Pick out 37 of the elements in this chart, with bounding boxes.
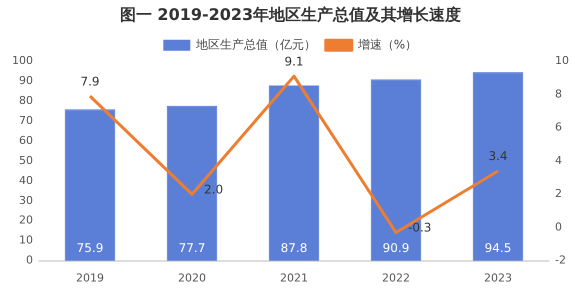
bar xyxy=(268,86,320,261)
y-tick-label: 40 xyxy=(18,174,33,187)
x-tick-label: 2022 xyxy=(382,271,410,284)
y-tick-label: 60 xyxy=(18,134,33,147)
data-label: 75.9 xyxy=(76,240,104,255)
y2-tick-label: 8 xyxy=(555,87,562,100)
data-label: 77.7 xyxy=(178,240,206,255)
y-tick-label: 30 xyxy=(18,194,33,207)
legend-label: 增速（%） xyxy=(356,37,418,52)
y2-tick-label: 10 xyxy=(555,54,570,68)
y-tick-label: 50 xyxy=(18,154,33,167)
chart-title: 图一 2019-2023年地区生产总值及其增长速度 xyxy=(120,4,462,24)
x-tick-label: 2021 xyxy=(280,271,308,284)
x-tick-label: 2019 xyxy=(76,271,104,284)
y-tick-label: 80 xyxy=(18,94,33,107)
y2-tick-label: 6 xyxy=(555,120,562,134)
bar xyxy=(472,72,524,261)
y2-tick-label: -2 xyxy=(555,254,566,267)
y-tick-label: 0 xyxy=(26,254,33,267)
y-tick-label: 100 xyxy=(12,54,33,68)
y-tick-label: 90 xyxy=(18,74,33,88)
y-tick-label: 10 xyxy=(18,234,33,247)
x-tick-label: 2020 xyxy=(178,271,206,284)
y2-tick-label: 4 xyxy=(555,154,562,167)
y2-tick-label: 0 xyxy=(555,220,562,234)
y-tick-label: 70 xyxy=(18,114,33,127)
data-label: 87.8 xyxy=(280,240,308,255)
x-tick-label: 2023 xyxy=(484,271,512,284)
data-label: 3.4 xyxy=(488,149,508,164)
data-label: 94.5 xyxy=(484,240,512,255)
data-label: 9.1 xyxy=(284,54,304,68)
y2-tick-label: 2 xyxy=(555,187,562,200)
y-tick-label: 20 xyxy=(18,214,33,227)
legend-label: 地区生产总值（亿元） xyxy=(194,37,316,52)
data-label: 90.9 xyxy=(382,240,410,255)
bar xyxy=(64,109,116,261)
data-label: 7.9 xyxy=(80,74,100,88)
